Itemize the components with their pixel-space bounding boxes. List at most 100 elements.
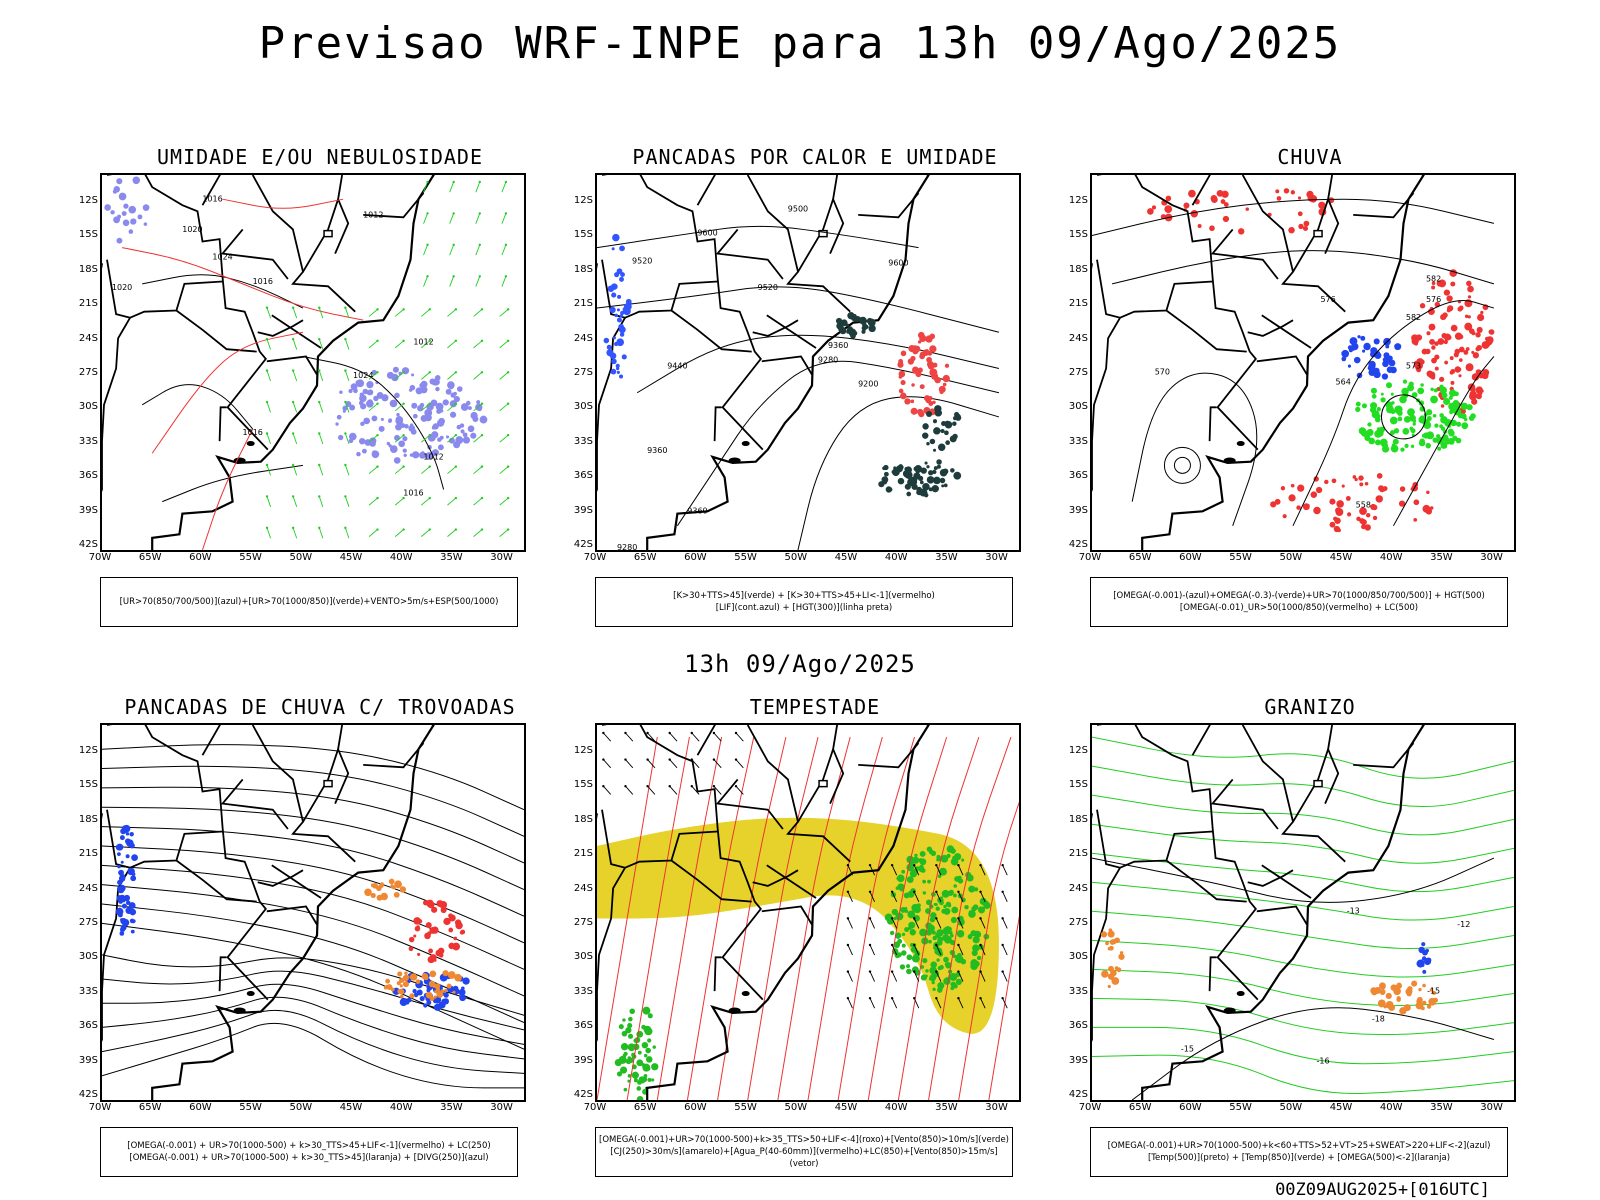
border-line <box>670 859 752 903</box>
rain-fill-green <box>1378 426 1385 433</box>
map-pancadas-trovoadas[interactable] <box>100 723 526 1102</box>
rain-fill-red <box>1458 358 1463 362</box>
wind-fill-green <box>907 910 916 919</box>
wind-vector <box>625 785 634 795</box>
rain-fill-green <box>1425 442 1431 449</box>
legend-line-1: [UR>70(850/700/500)](azul)+[UR>70(1000/8… <box>119 597 499 607</box>
rain-fill-red <box>1297 196 1302 200</box>
height-contour <box>1092 198 1495 236</box>
border-line <box>302 748 339 823</box>
streamline <box>626 737 690 1100</box>
panel-title: TEMPESTADE <box>749 695 881 719</box>
wind-fill-green <box>893 916 897 921</box>
thunder-fill-red <box>417 919 423 924</box>
wind-vector <box>935 970 938 973</box>
convection-fill-green <box>859 316 867 325</box>
panel-granizo: GRANIZO -13 -12 -15 -18 -15 -16 12S 15S 18S 21S 2… <box>1050 695 1570 1177</box>
wind-vector <box>603 732 612 742</box>
convection-fill-red <box>932 362 938 368</box>
divergence-fill-blue <box>119 927 126 933</box>
wind-vector <box>428 339 431 343</box>
wind-vector <box>690 731 694 735</box>
divergence-fill-blue <box>461 986 465 991</box>
rain-fill-green <box>1418 416 1426 424</box>
forecast-time-stamp: 13h 09/Ago/2025 <box>684 650 916 678</box>
border-line <box>858 192 920 219</box>
rain-fill-green <box>1391 401 1395 405</box>
lat-label: 18S <box>573 263 593 275</box>
border-line <box>218 406 227 442</box>
divergence-fill-blue <box>124 838 131 845</box>
omega-fill-orange <box>1374 986 1382 994</box>
wind-fill-green <box>936 958 940 962</box>
streamline <box>102 884 524 997</box>
temperature-contour-850 <box>1092 765 1514 808</box>
wind-vector <box>452 212 455 215</box>
rain-fill-red <box>1477 313 1485 322</box>
rain-fill-red <box>1460 408 1466 414</box>
map-granizo[interactable]: -13 -12 -15 -18 -15 -16 <box>1090 723 1516 1102</box>
wind-fill-green <box>646 1066 651 1071</box>
map-pancadas-calor[interactable]: 9600 9520 9500 9600 9520 9440 9360 9280 9200 9360… <box>595 173 1021 552</box>
wind-vector <box>394 434 404 443</box>
border-line <box>218 956 227 992</box>
rain-fill-green <box>1410 444 1415 448</box>
rain-fill-green <box>1389 430 1395 436</box>
rain-fill-blue <box>1353 356 1361 364</box>
wind-vector <box>869 971 876 982</box>
convection-fill-red <box>901 392 906 397</box>
height-contour <box>636 334 1000 394</box>
map-chuva[interactable]: 582 576 570 576 564 558 573 582 <box>1090 173 1516 552</box>
convection-fill-green <box>868 324 876 333</box>
wind-vector <box>265 369 269 372</box>
lifted-index-contour <box>611 292 617 298</box>
wind-vector <box>847 891 853 902</box>
wind-vector <box>447 497 457 506</box>
convection-fill-red <box>934 376 941 384</box>
wind-vector <box>735 732 744 742</box>
omega-fill-orange <box>1422 983 1426 988</box>
convection-fill-green <box>929 438 936 445</box>
humidity-fill-blue <box>356 379 365 388</box>
lat-label: 21S <box>573 848 593 860</box>
rain-fill-red <box>1297 211 1303 217</box>
rain-fill-green <box>1386 382 1393 389</box>
lon-label: 30W <box>490 552 513 563</box>
wind-fill-green <box>645 1047 651 1054</box>
wind-vector <box>344 400 347 404</box>
convection-fill-green <box>852 315 860 323</box>
wind-vector <box>647 785 656 795</box>
wind-vector <box>1002 891 1008 902</box>
contour-label: -16 <box>1317 1057 1330 1066</box>
convection-fill-green <box>919 488 928 497</box>
border-line <box>257 319 304 337</box>
thunder-fill-orange <box>456 977 461 982</box>
lat-label: 30S <box>1068 401 1088 413</box>
wind-vector <box>265 495 269 498</box>
lat-label: 39S <box>1068 504 1088 516</box>
lifted-index-contour <box>622 306 629 313</box>
humidity-fill-blue <box>470 432 477 439</box>
wind-vector <box>957 863 960 867</box>
streamline <box>747 736 819 1100</box>
humidity-fill-blue <box>113 186 121 193</box>
humidity-fill-blue <box>348 388 353 394</box>
streamline <box>597 737 658 1100</box>
map-tempestade[interactable] <box>595 723 1021 1102</box>
wind-vector <box>957 970 960 973</box>
wind-vector <box>847 971 853 982</box>
lake-marker <box>728 457 741 464</box>
rain-fill-blue <box>1369 351 1377 358</box>
convection-fill-red <box>898 359 904 364</box>
humidity-fill-blue <box>380 417 384 421</box>
humidity-fill-blue <box>449 400 457 408</box>
wind-vector <box>394 309 404 317</box>
rain-fill-red <box>1220 199 1226 204</box>
wind-vector <box>506 308 510 311</box>
thunder-fill-red <box>429 926 437 934</box>
rain-fill-green <box>1444 418 1452 427</box>
panel-legend: [UR>70(850/700/500)](azul)+[UR>70(1000/8… <box>100 577 518 627</box>
map-umidade[interactable]: 1016 1012 1020 1024 1016 1020 1012 1024 1016 1012… <box>100 173 526 552</box>
wind-vector <box>265 463 269 467</box>
convection-fill-green <box>922 423 929 430</box>
